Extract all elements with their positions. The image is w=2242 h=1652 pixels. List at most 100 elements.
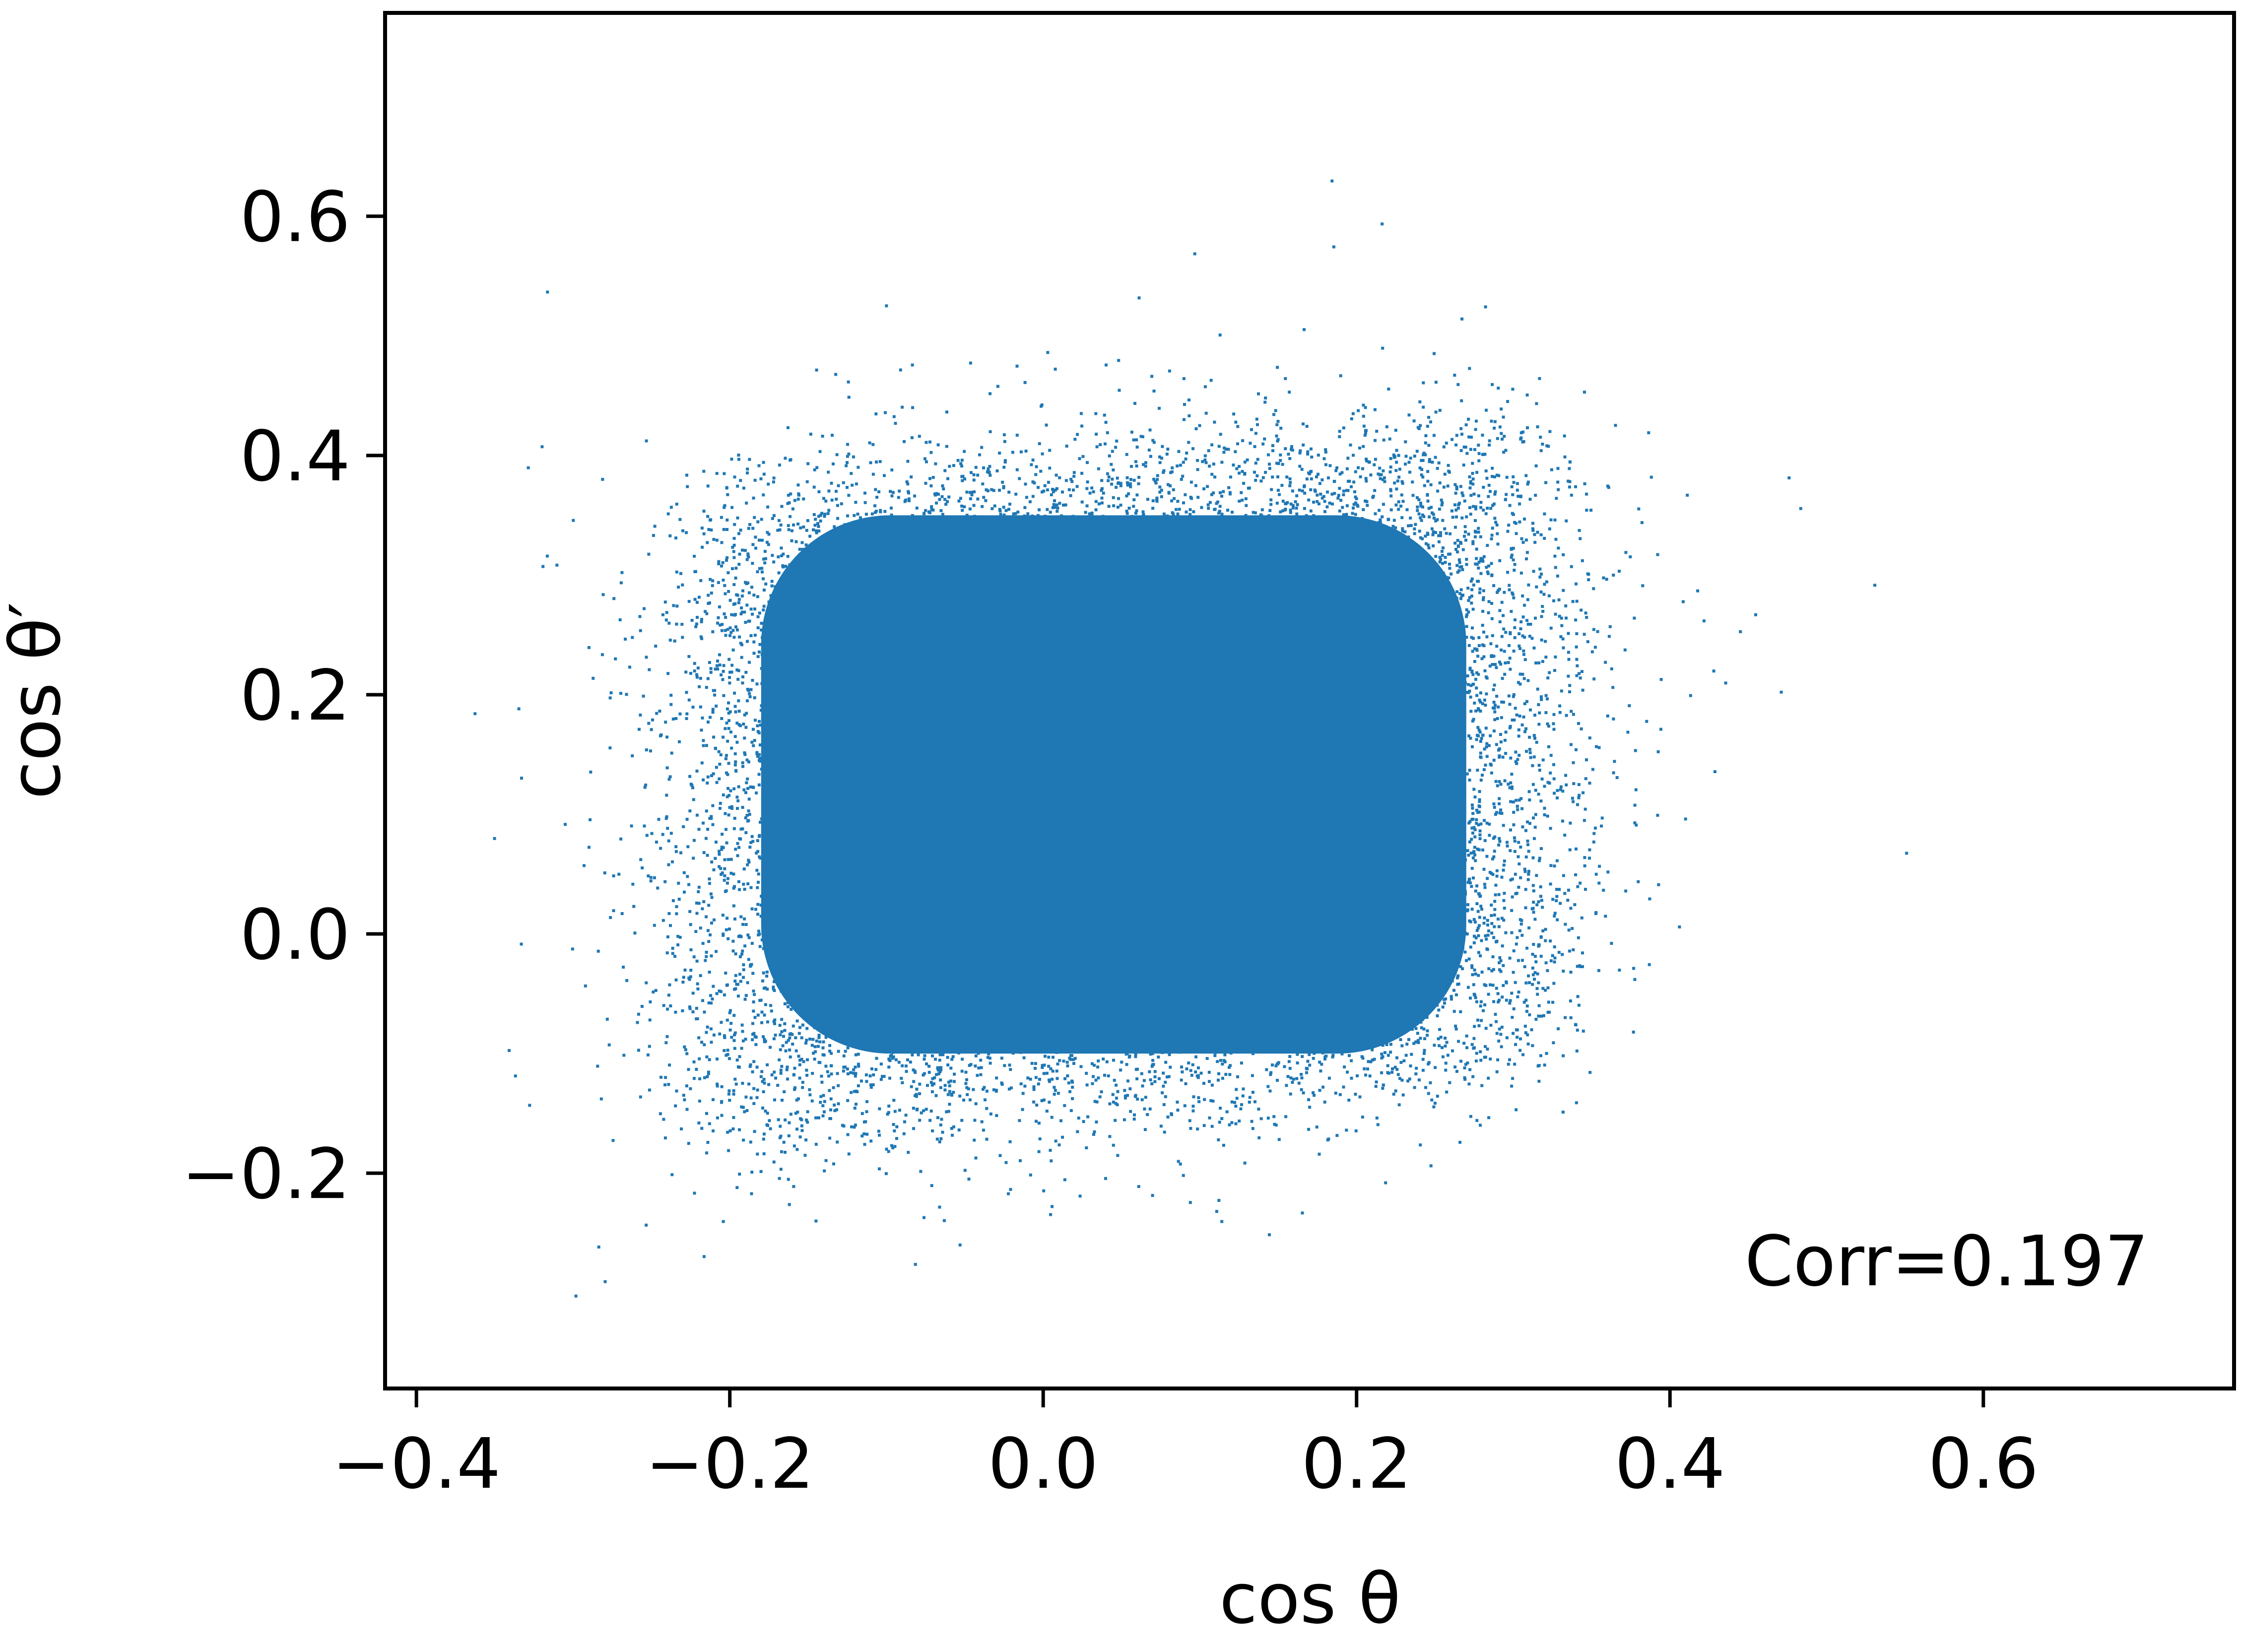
scatter-point xyxy=(749,1140,752,1144)
scatter-point xyxy=(1232,937,1235,940)
scatter-point xyxy=(1429,729,1432,732)
scatter-point xyxy=(953,1030,957,1033)
scatter-point xyxy=(821,934,825,938)
scatter-point xyxy=(1284,856,1288,859)
scatter-point xyxy=(935,569,938,572)
scatter-point xyxy=(788,1036,791,1040)
scatter-point xyxy=(1474,859,1477,862)
scatter-point xyxy=(1523,636,1526,639)
scatter-point xyxy=(1408,639,1412,642)
scatter-point xyxy=(806,957,809,960)
scatter-point xyxy=(833,970,836,973)
scatter-point xyxy=(1093,928,1097,931)
scatter-point xyxy=(1017,764,1020,767)
scatter-point xyxy=(831,894,834,898)
scatter-point xyxy=(1311,821,1314,824)
scatter-point xyxy=(1431,533,1435,536)
scatter-point xyxy=(943,820,946,824)
scatter-point xyxy=(1019,540,1022,543)
scatter-point xyxy=(1038,1137,1042,1140)
scatter-point xyxy=(982,711,985,715)
scatter-point xyxy=(1128,730,1131,734)
scatter-point xyxy=(1080,874,1083,878)
scatter-point xyxy=(682,871,686,874)
scatter-point xyxy=(930,532,933,536)
scatter-point xyxy=(833,994,836,997)
scatter-point xyxy=(1100,662,1103,665)
scatter-point xyxy=(1056,761,1059,765)
scatter-point xyxy=(1282,915,1286,918)
scatter-point xyxy=(1151,841,1155,845)
scatter-point xyxy=(1476,655,1480,658)
scatter-point xyxy=(769,751,772,755)
scatter-point xyxy=(1049,761,1052,765)
scatter-point xyxy=(1423,1037,1426,1041)
scatter-point xyxy=(1389,932,1392,936)
scatter-point xyxy=(1165,567,1169,571)
scatter-point xyxy=(838,873,841,876)
scatter-point xyxy=(716,1057,719,1061)
scatter-point xyxy=(1536,425,1539,429)
scatter-point xyxy=(1281,919,1285,923)
scatter-point xyxy=(1253,511,1257,515)
scatter-point xyxy=(1411,726,1414,729)
scatter-point xyxy=(1048,466,1052,470)
scatter-point xyxy=(933,945,937,948)
scatter-point xyxy=(951,985,955,989)
scatter-point xyxy=(823,728,827,731)
scatter-point xyxy=(1310,536,1314,539)
scatter-point xyxy=(881,921,885,925)
scatter-point xyxy=(689,969,693,972)
scatter-point xyxy=(1011,727,1014,730)
scatter-point xyxy=(1521,540,1525,544)
scatter-point xyxy=(710,954,713,958)
scatter-point xyxy=(904,1064,908,1068)
scatter-point xyxy=(1267,1033,1270,1036)
scatter-point xyxy=(1445,826,1448,830)
scatter-point xyxy=(1126,1001,1129,1004)
scatter-point xyxy=(941,685,944,688)
scatter-point xyxy=(1074,684,1077,687)
scatter-point xyxy=(1481,560,1485,563)
scatter-point xyxy=(892,872,895,875)
scatter-point xyxy=(1083,738,1086,741)
scatter-point xyxy=(1401,1007,1404,1011)
scatter-point xyxy=(895,919,898,923)
scatter-point xyxy=(1095,648,1098,651)
scatter-point xyxy=(945,796,949,799)
scatter-point xyxy=(1637,507,1641,511)
scatter-point xyxy=(1491,984,1495,987)
scatter-point xyxy=(1299,615,1303,618)
scatter-point xyxy=(781,640,784,643)
scatter-point xyxy=(985,891,988,895)
scatter-point xyxy=(1180,706,1184,709)
scatter-point xyxy=(864,578,868,582)
scatter-point xyxy=(1232,877,1235,880)
scatter-point xyxy=(929,484,933,488)
scatter-point xyxy=(1173,639,1177,643)
scatter-point xyxy=(1098,671,1102,674)
scatter-point xyxy=(1424,534,1427,538)
scatter-point xyxy=(1040,1003,1044,1007)
scatter-point xyxy=(1194,884,1198,887)
scatter-point xyxy=(962,707,966,710)
scatter-point xyxy=(1079,1065,1083,1068)
scatter-point xyxy=(1120,831,1123,834)
scatter-point xyxy=(941,541,944,544)
scatter-point xyxy=(1339,738,1342,742)
scatter-point xyxy=(1076,624,1079,627)
scatter-point xyxy=(1241,928,1244,931)
scatter-point xyxy=(1180,712,1183,715)
scatter-point xyxy=(995,647,998,650)
scatter-point xyxy=(745,758,749,762)
scatter-point xyxy=(1243,715,1247,719)
scatter-point xyxy=(960,736,963,739)
scatter-point xyxy=(884,1002,887,1006)
scatter-point xyxy=(1288,457,1292,461)
scatter-point xyxy=(967,616,971,620)
scatter-point xyxy=(1564,923,1567,926)
scatter-point xyxy=(791,791,794,794)
scatter-point xyxy=(1176,970,1180,973)
scatter-point xyxy=(1031,906,1034,909)
scatter-point xyxy=(938,639,941,642)
